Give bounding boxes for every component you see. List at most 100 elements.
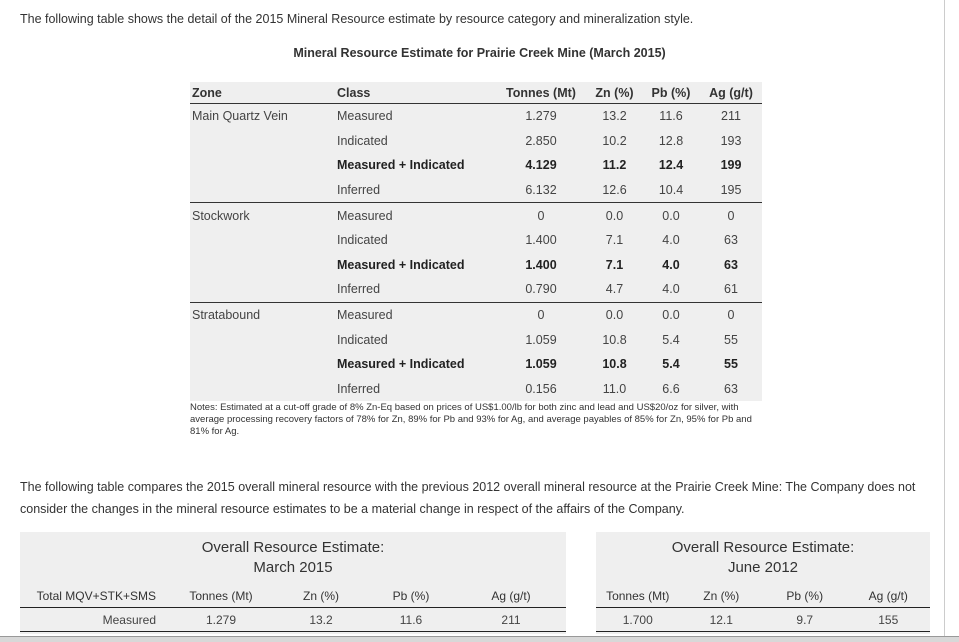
table-cell: Measured [335,202,495,228]
column-header: Zn (%) [679,585,763,608]
table-cell: 199 [720,158,742,173]
table-cell: 11.6 [366,607,456,632]
table-cell: 211 [721,109,741,124]
table-cell [190,178,335,203]
table-cell: 0 [495,202,587,228]
table-cell [190,129,335,154]
table-caption: Mineral Resource Estimate for Prairie Cr… [293,46,666,60]
table-row: Stratabound Measured 0 0.0 0.0 0 [190,301,762,328]
intro-text: The following table shows the detail of … [20,12,694,26]
table-row: 1.700 12.1 9.7 155 [596,607,930,632]
table-row: Measured 1.279 13.2 11.6 211 [20,607,566,632]
table-cell: 10.2 [602,133,627,148]
table-row: Measured + Indicated 4.129 11.2 12.4 199 [190,153,762,178]
table-notes: Notes: Estimated at a cut-off grade of 8… [190,402,752,437]
table-cell: 193 [720,133,742,148]
mineral-resource-table: Zone Class Tonnes (Mt) Zn (%) Pb (%) Ag (g/t)… [190,82,762,402]
table-cell: 6.6 [662,381,680,396]
overall-2012-subtitle: June 2012 [727,559,799,576]
table-cell: Measured [20,607,166,632]
table-cell: 1.059 [525,332,557,347]
column-header: Total MQV+STK+SMS [20,585,166,608]
column-header: Tonnes (Mt) [596,585,680,608]
table-cell: 0.0 [587,301,642,328]
table-cell: 10.8 [602,332,627,347]
table-cell: 11.6 [659,109,683,124]
overall-2012-box: Overall Resource Estimate: June 2012 Tonn… [596,532,930,634]
table-cell: Indicated [337,332,388,347]
column-header: Pb (%) [763,585,847,608]
overall-2015-box: Overall Resource Estimate: March 2015 Tot… [20,532,566,634]
page-border [944,0,945,641]
table-row: Main Quartz Vein Measured 1.279 13.2 11.6 211 [190,104,762,129]
column-header: Pb (%) [366,585,456,608]
table-row: Inferred 0.156 11.0 6.6 63 [190,377,762,402]
table-cell: 12.6 [602,183,627,198]
overall-2015-title: Overall Resource Estimate: [201,539,385,556]
table-cell: 195 [720,183,742,198]
column-header: Zn (%) [587,82,642,104]
table-cell: 7.1 [605,257,624,272]
table-cell: 12.4 [658,158,684,173]
table-cell: 61 [724,282,738,297]
table-cell: 4.129 [525,158,557,173]
table-cell: 0.0 [642,202,700,228]
table-cell: 0.0 [642,301,700,328]
table-cell: Measured + Indicated [337,357,465,372]
table-cell: 13.2 [602,109,627,124]
table-cell: Indicated [337,133,388,148]
table-cell [190,277,335,302]
table-cell: 63 [724,233,738,248]
table-cell: 1.700 [596,607,680,632]
column-header: Pb (%) [642,82,700,104]
table-cell [190,153,335,178]
table-cell: 9.7 [763,607,847,632]
table-row: Measured + Indicated 1.400 7.1 4.0 63 [190,253,762,278]
overall-2015-subtitle: March 2015 [253,559,333,576]
table-cell [190,327,335,352]
table-cell: 4.0 [662,233,680,248]
table-row: Indicated 2.850 10.2 12.8 193 [190,129,762,154]
table-cell: Stockwork [190,202,335,228]
table-cell: Inferred [337,282,381,297]
table-cell: 10.4 [658,183,684,198]
table-cell: 1.059 [525,357,557,372]
table-cell: 0.790 [525,282,557,297]
table-cell: Measured + Indicated [337,257,465,272]
overall-2012-title: Overall Resource Estimate: [671,539,855,556]
table-cell: 2.850 [525,133,557,148]
table-cell: 4.0 [662,257,680,272]
table-cell: 63 [724,257,738,272]
taskbar [0,636,959,642]
table-cell: 1.400 [525,257,557,272]
table-cell: Measured [337,109,393,124]
table-cell: 55 [724,332,738,347]
compare-text: The following table compares the 2015 ov… [20,480,916,516]
overall-2012-table: Tonnes (Mt) Zn (%) Pb (%) Ag (g/t) 1.700 12.1… [596,585,930,632]
table-cell: 13.2 [276,607,366,632]
column-header: Ag (g/t) [700,82,762,104]
column-header: Zn (%) [276,585,366,608]
table-cell: 211 [456,607,566,632]
table-cell: 11.2 [602,158,627,173]
table-cell: Main Quartz Vein [192,109,288,124]
table-cell: 12.1 [679,607,763,632]
table-row: Inferred 0.790 4.7 4.0 61 [190,277,762,302]
column-header: Ag (g/t) [456,585,566,608]
table-cell: 5.4 [662,332,680,347]
table-cell [190,377,335,402]
table-cell: 1.400 [525,233,557,248]
column-header: Ag (g/t) [846,585,930,608]
table-cell [190,228,335,253]
table-cell: 0.0 [587,202,642,228]
table-row: Indicated 1.400 7.1 4.0 63 [190,228,762,253]
table-cell: 12.8 [658,133,684,148]
table-row: Inferred 6.132 12.6 10.4 195 [190,178,762,203]
table-cell: 11.0 [602,381,627,396]
table-cell: 1.279 [525,109,557,124]
table-cell: 0 [700,202,762,228]
table-cell: Stratabound [190,301,335,328]
table-cell: Inferred [337,183,381,198]
table-cell: 4.0 [662,282,680,297]
column-header: Zone [190,82,335,104]
